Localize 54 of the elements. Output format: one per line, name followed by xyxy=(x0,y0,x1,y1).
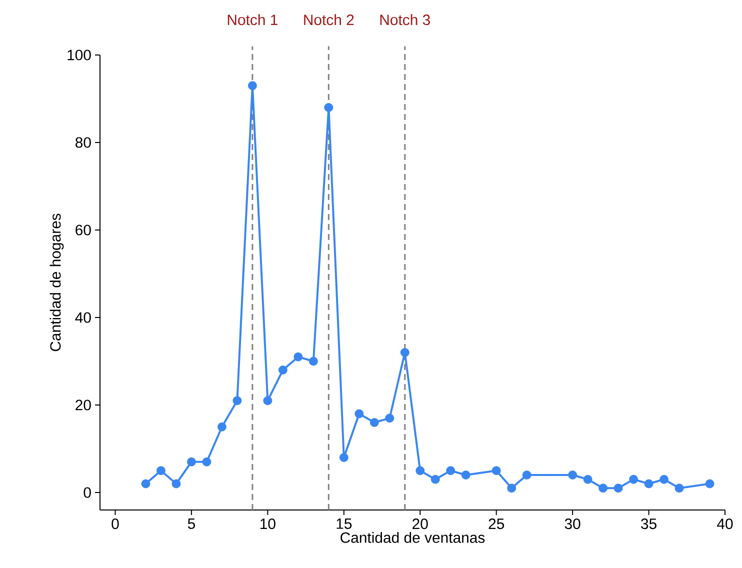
point xyxy=(232,396,242,406)
point xyxy=(308,356,318,366)
point xyxy=(172,479,181,488)
point xyxy=(248,81,257,90)
point xyxy=(461,470,470,480)
point xyxy=(614,484,623,493)
x-axis-title: Cantidad de ventanas xyxy=(340,532,485,543)
point xyxy=(202,457,212,466)
point xyxy=(598,484,608,493)
point xyxy=(674,484,684,493)
point xyxy=(278,366,288,374)
point xyxy=(324,102,334,112)
point xyxy=(629,474,638,484)
y-tick-label: 20 xyxy=(76,400,91,410)
y-tick-label: 80 xyxy=(76,137,91,148)
ref-line-label: Notch 3 xyxy=(380,14,430,26)
x-tick-label: 10 xyxy=(260,518,276,530)
ref-line-label: Notch 1 xyxy=(228,14,278,26)
point xyxy=(217,422,226,432)
point xyxy=(583,474,592,484)
point xyxy=(400,348,410,357)
point xyxy=(416,466,425,476)
point xyxy=(263,396,272,406)
y-axis-title: Cantidad de hogares xyxy=(50,214,64,352)
point xyxy=(705,479,714,488)
point xyxy=(385,414,394,423)
point xyxy=(339,453,348,462)
point xyxy=(446,466,456,476)
point xyxy=(644,479,654,488)
y-tick-label: 60 xyxy=(76,224,91,236)
x-tick-label: 15 xyxy=(336,518,352,529)
point xyxy=(156,466,166,476)
point xyxy=(370,418,379,427)
point xyxy=(141,479,150,488)
y-tick-label: 40 xyxy=(75,312,91,323)
x-tick-label: 35 xyxy=(641,518,656,530)
point xyxy=(430,474,440,484)
point xyxy=(660,474,669,484)
x-tick-label: 0 xyxy=(112,518,119,530)
x-tick-label: 25 xyxy=(488,518,504,530)
point xyxy=(507,484,516,493)
y-tick-label: 100 xyxy=(68,50,91,60)
point xyxy=(186,457,196,466)
point xyxy=(522,470,532,480)
x-tick-label: 20 xyxy=(412,518,428,530)
x-tick-label: 40 xyxy=(717,518,733,530)
point xyxy=(354,409,364,418)
point xyxy=(568,470,578,480)
y-tick-label: 0 xyxy=(84,487,91,498)
point xyxy=(294,352,303,362)
ref-line-label: Notch 2 xyxy=(304,14,354,26)
x-tick-label: 5 xyxy=(188,518,195,529)
x-tick-label: 30 xyxy=(564,518,580,530)
point xyxy=(492,466,501,476)
